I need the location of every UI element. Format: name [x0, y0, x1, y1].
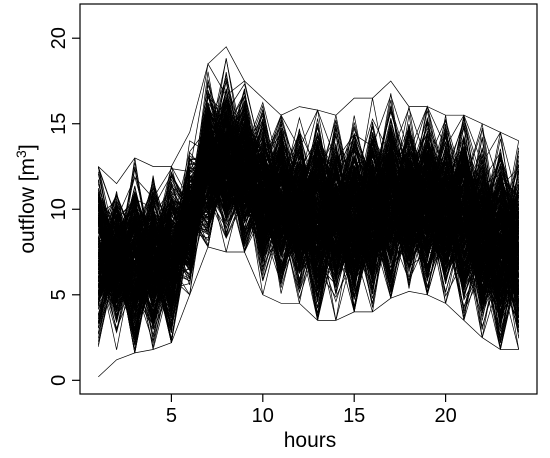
y-tick-label: 20: [48, 27, 70, 49]
series-line: [97, 121, 520, 266]
x-axis-title: hours: [284, 429, 337, 452]
y-tick-label: 15: [48, 113, 70, 135]
plot-frame: [79, 3, 538, 395]
series-layer: [97, 46, 520, 378]
y-axis-title: outflow [m3]: [13, 144, 39, 253]
y-tick-label: 0: [48, 375, 70, 386]
series-line: [97, 139, 520, 308]
series-line: [97, 113, 520, 301]
series-line: [98, 174, 519, 328]
x-tick-label: 10: [252, 405, 274, 427]
x-tick-label: 15: [343, 405, 365, 427]
series-line: [97, 133, 520, 300]
series-line: [97, 114, 520, 312]
series-line: [97, 154, 520, 350]
x-tick-label: 5: [166, 405, 177, 427]
series-line: [97, 101, 520, 256]
series-line: [97, 158, 520, 344]
series-line-max: [98, 46, 519, 185]
series-line: [97, 139, 520, 295]
series-line: [97, 149, 520, 330]
series-line: [97, 114, 520, 310]
y-tick-label: 5: [48, 289, 70, 300]
series-line: [97, 62, 520, 220]
series-line: [97, 58, 520, 251]
series-line-min: [98, 246, 519, 378]
x-tick-label: 20: [434, 405, 456, 427]
y-tick-label: 10: [48, 198, 70, 220]
axis-layer: 0 5 10 15 20 5 10 15 20: [48, 27, 457, 427]
